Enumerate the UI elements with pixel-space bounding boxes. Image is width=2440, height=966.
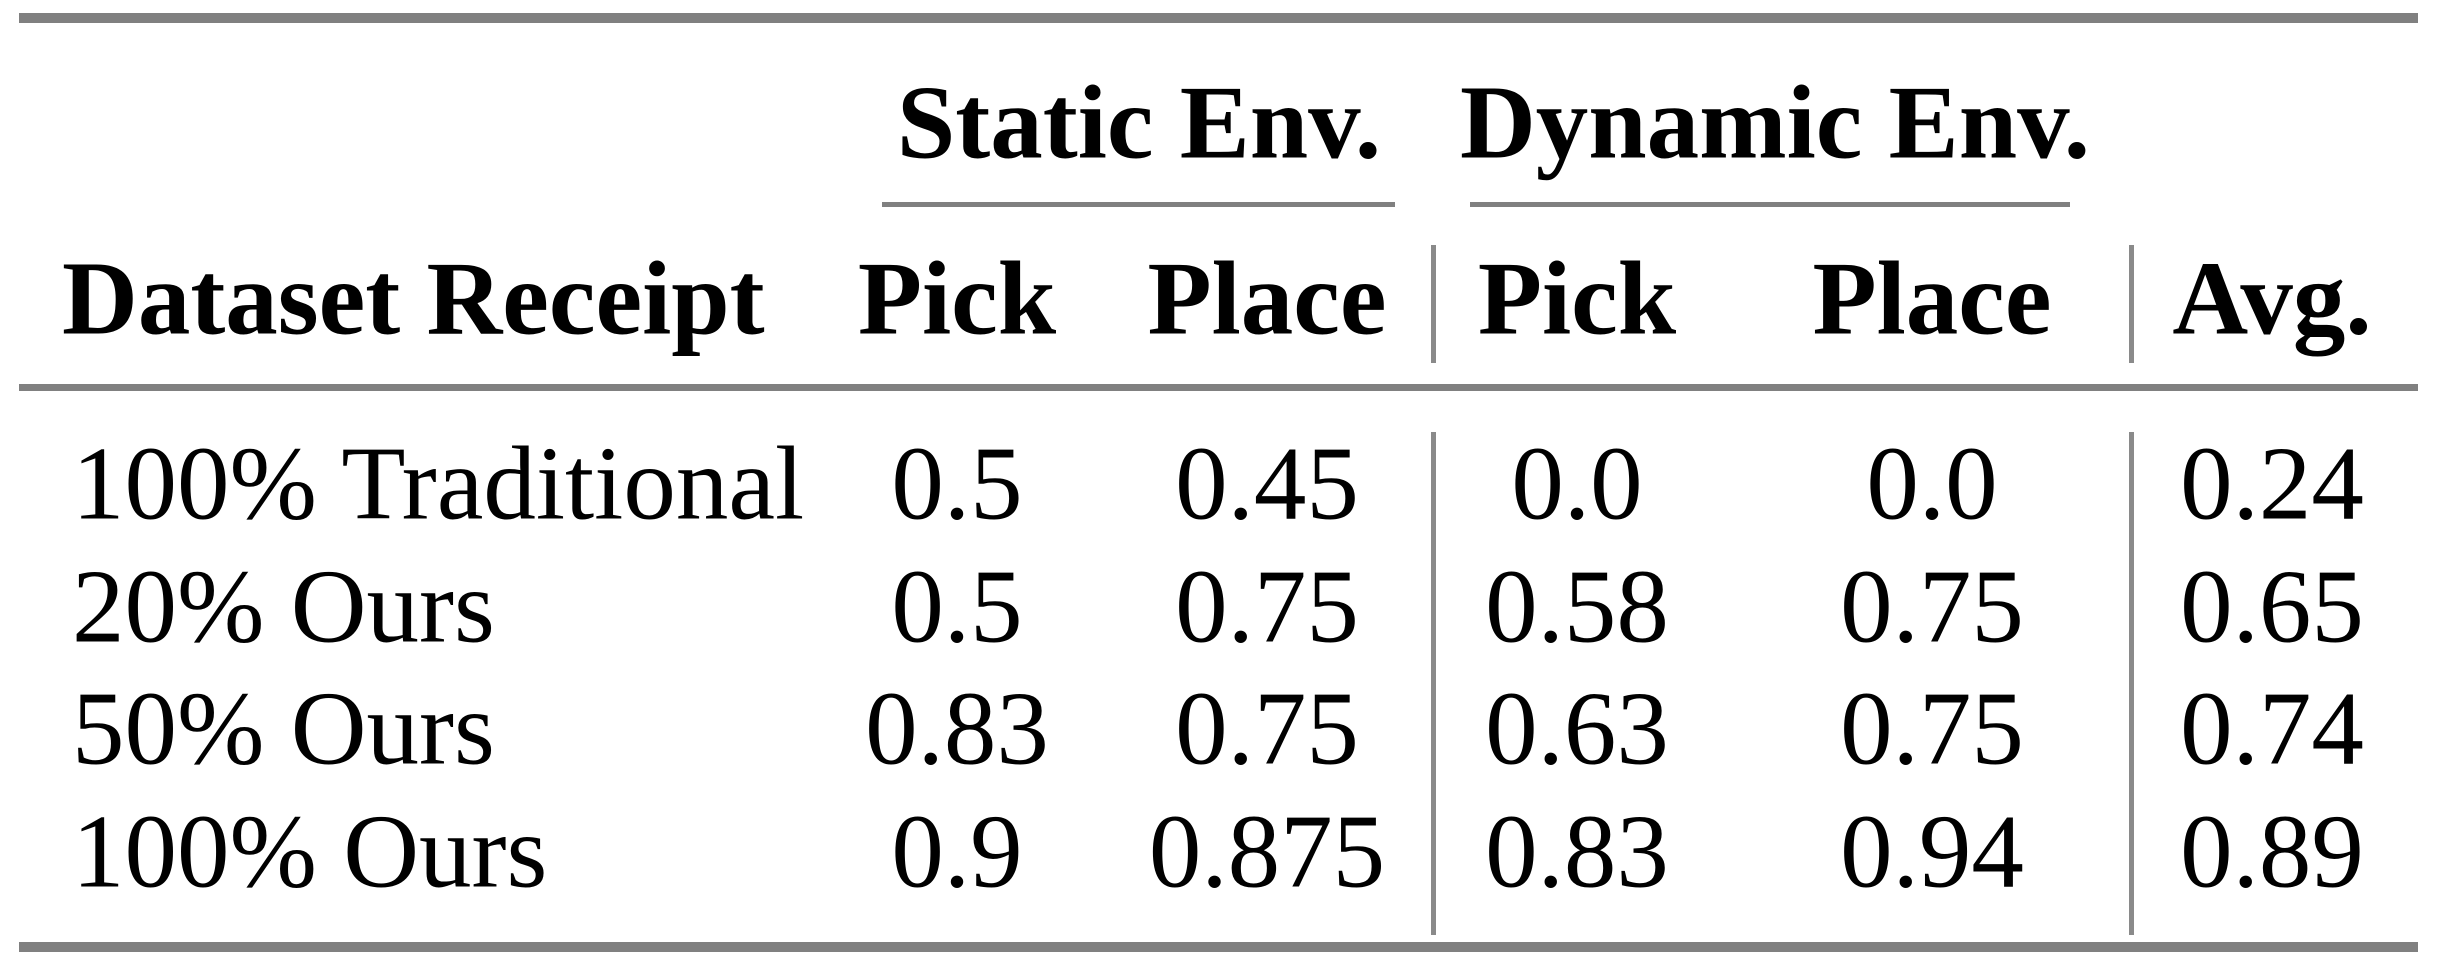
- row-label: 100% Traditional: [72, 424, 805, 542]
- column-header-static-place: Place: [1147, 239, 1387, 357]
- row-label: 20% Ours: [72, 547, 495, 665]
- column-header-dynamic-pick: Pick: [1477, 239, 1677, 357]
- value-cell: 0.5: [891, 424, 1023, 542]
- value-cell: 0.0: [1511, 424, 1643, 542]
- column-header-dynamic-place: Place: [1812, 239, 2052, 357]
- value-cell: 0.75: [1175, 669, 1359, 787]
- dynamic-env-cmidrule: [1470, 202, 2070, 207]
- vsep-dynamic-body: [1431, 432, 1436, 935]
- value-cell: 0.24: [2180, 424, 2364, 542]
- value-cell: 0.89: [2180, 792, 2364, 910]
- value-cell: 0.875: [1148, 792, 1386, 910]
- value-cell: 0.9: [891, 792, 1023, 910]
- value-cell: 0.75: [1840, 669, 2024, 787]
- value-cell: 0.94: [1840, 792, 2024, 910]
- vsep-dynamic-header: [1431, 245, 1436, 363]
- value-cell: 0.65: [2180, 547, 2364, 665]
- static-env-cmidrule: [882, 202, 1395, 207]
- value-cell: 0.75: [1175, 547, 1359, 665]
- value-cell: 0.5: [891, 547, 1023, 665]
- bottom-rule: [19, 942, 2418, 952]
- value-cell: 0.0: [1866, 424, 1998, 542]
- value-cell: 0.83: [865, 669, 1049, 787]
- value-cell: 0.45: [1175, 424, 1359, 542]
- column-header-static-pick: Pick: [857, 239, 1057, 357]
- column-header-dataset-receipt: Dataset Receipt: [62, 239, 765, 357]
- header-midrule: [19, 384, 2418, 391]
- top-rule: [19, 13, 2418, 23]
- group-header-dynamic-env: Dynamic Env.: [1459, 63, 2091, 181]
- value-cell: 0.58: [1485, 547, 1669, 665]
- value-cell: 0.83: [1485, 792, 1669, 910]
- value-cell: 0.74: [2180, 669, 2364, 787]
- row-label: 100% Ours: [72, 792, 548, 910]
- group-header-static-env: Static Env.: [896, 63, 1382, 181]
- column-header-avg: Avg.: [2172, 239, 2372, 357]
- value-cell: 0.75: [1840, 547, 2024, 665]
- vsep-avg-body: [2129, 432, 2134, 935]
- vsep-avg-header: [2129, 245, 2134, 363]
- value-cell: 0.63: [1485, 669, 1669, 787]
- row-label: 50% Ours: [72, 669, 495, 787]
